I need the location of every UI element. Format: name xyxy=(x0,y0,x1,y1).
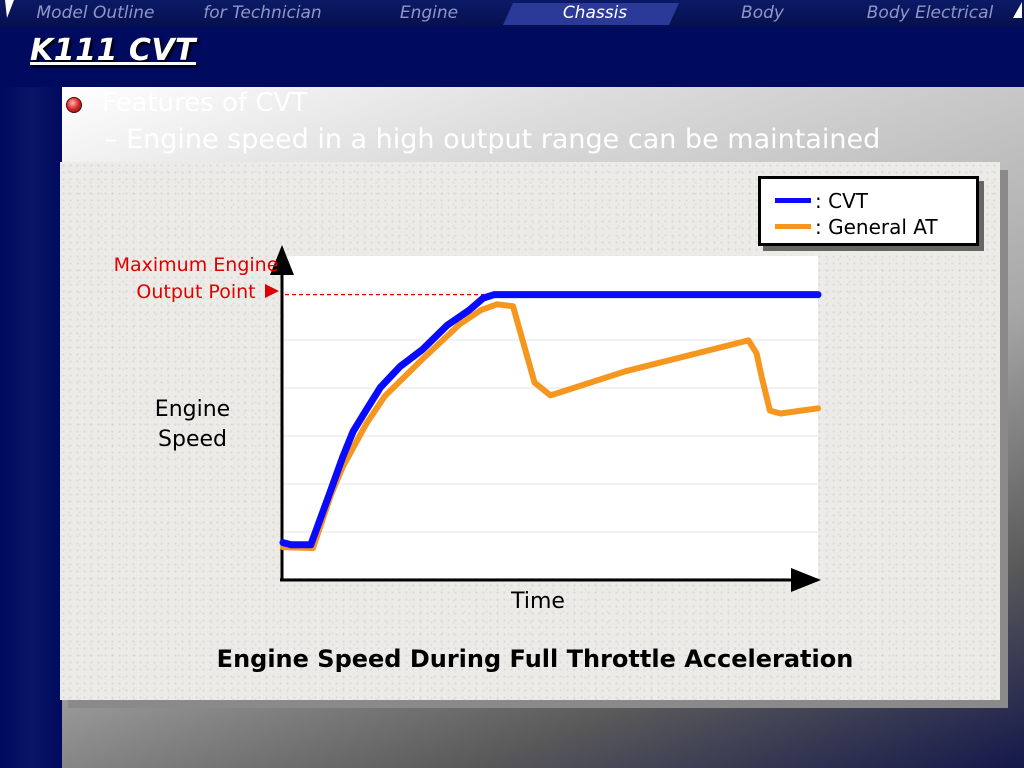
title-band xyxy=(0,27,1024,87)
nav-tab-for-technician[interactable]: for Technician xyxy=(203,3,322,23)
legend-series-name: CVT xyxy=(828,189,868,213)
nav-right-edge-icon xyxy=(1013,2,1022,18)
nav-tab-engine[interactable]: Engine xyxy=(399,3,459,23)
legend-series-name: General AT xyxy=(828,215,938,239)
sub-bullet-text: – Engine speed in a high output range ca… xyxy=(104,124,881,155)
legend-swatch xyxy=(775,224,811,229)
active-tab-highlight xyxy=(503,3,679,25)
legend-swatch xyxy=(775,198,811,203)
chart-title: Engine Speed During Full Throttle Accele… xyxy=(216,645,854,673)
grid-lines xyxy=(283,292,818,533)
nav-left-edge-icon xyxy=(5,0,14,18)
x-axis-label: Time xyxy=(511,589,565,614)
nav-tab-chassis[interactable]: Chassis xyxy=(562,3,628,23)
nav-tab-model-outline[interactable]: Model Outline xyxy=(36,3,155,23)
series-line-cvt xyxy=(279,291,822,549)
top-nav-bar: Model Outline for Technician Engine Chas… xyxy=(0,0,1024,27)
bullet-icon xyxy=(66,97,82,113)
max-output-annotation: Maximum Engine Output Point xyxy=(113,254,279,303)
nav-tab-body-electrical[interactable]: Body Electrical xyxy=(866,3,994,23)
series-line-general-at xyxy=(280,301,821,552)
y-axis-label: Engine Speed xyxy=(154,397,231,452)
bullet-text: Features of CVT xyxy=(102,88,308,118)
legend-label: : General AT xyxy=(815,215,938,239)
left-frame-strip xyxy=(0,27,62,768)
page-title: K111 CVT xyxy=(30,33,197,68)
legend-label: : CVT xyxy=(815,189,868,213)
chart-legend: : CVT : General AT xyxy=(758,176,979,246)
nav-tab-body[interactable]: Body xyxy=(741,3,784,23)
max-output-pointer-icon xyxy=(265,284,279,298)
